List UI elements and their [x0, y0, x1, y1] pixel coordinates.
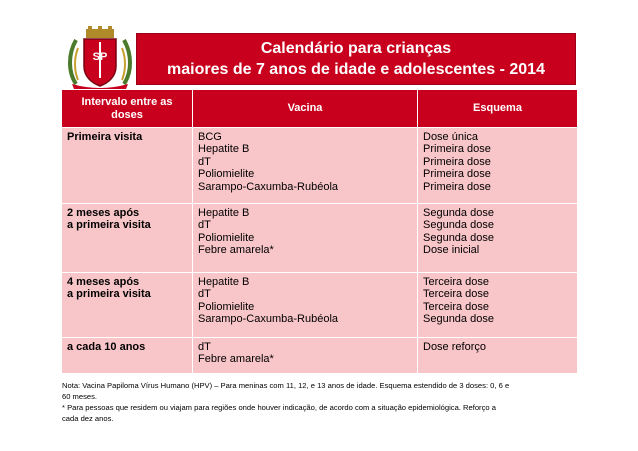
interval-text: a cada 10 anos [67, 341, 146, 353]
vaccine-name: Sarampo-Caxumba-Rubéola [198, 313, 339, 326]
page-title: Calendário para crianças [260, 40, 452, 57]
scheme-text: Primeira dose [423, 168, 491, 181]
vaccine-cell: dT Febre amarela* [192, 337, 418, 374]
table-header-row: Intervalo entre as doses Vacina Esquema [61, 89, 578, 128]
scheme-text: Primeira dose [423, 155, 491, 168]
sao-paulo-coat-of-arms-icon: SP [68, 26, 132, 90]
column-header-vaccine: Vacina [192, 89, 418, 128]
interval-text: a primeira visita [67, 288, 151, 301]
vaccine-name: Febre amarela* [198, 353, 274, 366]
footnote-line: cada dez anos. [62, 414, 114, 423]
vaccine-name: Sarampo-Caxumba-Rubéola [198, 180, 339, 193]
title-banner: Calendário para crianças maiores de 7 an… [136, 33, 576, 85]
vaccine-name: Hepatite B [198, 276, 250, 288]
page-subtitle: maiores de 7 anos de idade e adolescente… [167, 61, 545, 78]
interval-cell: 4 meses após a primeira visita [61, 272, 193, 338]
scheme-text: Segunda dose [423, 207, 494, 219]
table-row: 4 meses após a primeira visita Hepatite … [61, 272, 578, 338]
vaccine-name: Hepatite B [198, 207, 250, 219]
vaccination-schedule-table: Intervalo entre as doses Vacina Esquema … [61, 89, 578, 374]
column-header-scheme: Esquema [417, 89, 578, 128]
vaccine-name: Poliomielite [198, 168, 255, 181]
scheme-text: Dose reforço [423, 341, 486, 353]
vaccine-cell: Hepatite B dT Poliomielite Sarampo-Caxum… [192, 272, 418, 338]
vaccine-name: dT [198, 219, 211, 232]
scheme-text: Segunda dose [423, 231, 494, 244]
interval-cell: 2 meses após a primeira visita [61, 203, 193, 273]
scheme-cell: Dose reforço [417, 337, 578, 374]
vaccine-name: Poliomielite [198, 300, 255, 313]
vaccine-cell: BCG Hepatite B dT Poliomielite Sarampo-C… [192, 127, 418, 204]
vaccine-name: Hepatite B [198, 143, 250, 156]
vaccine-name: BCG [198, 131, 222, 143]
vaccine-name: dT [198, 341, 211, 353]
footnote: Nota: Vacina Papiloma Vírus Humano (HPV)… [62, 380, 580, 424]
vaccine-cell: Hepatite B dT Poliomielite Febre amarela… [192, 203, 418, 273]
interval-text: a primeira visita [67, 219, 151, 232]
scheme-cell: Segunda dose Segunda dose Segunda dose D… [417, 203, 578, 273]
interval-text: 2 meses após [67, 207, 140, 219]
table-row: a cada 10 anos dT Febre amarela* Dose re… [61, 337, 578, 374]
scheme-cell: Dose única Primeira dose Primeira dose P… [417, 127, 578, 204]
scheme-text: Primeira dose [423, 180, 491, 193]
interval-cell: a cada 10 anos [61, 337, 193, 374]
vaccine-name: dT [198, 155, 211, 168]
scheme-text: Terceira dose [423, 300, 490, 313]
table-row: 2 meses após a primeira visita Hepatite … [61, 203, 578, 273]
footnote-line: Nota: Vacina Papiloma Vírus Humano (HPV)… [62, 381, 510, 390]
scheme-text: Segunda dose [423, 313, 494, 326]
vaccine-name: Febre amarela* [198, 244, 274, 257]
column-header-interval: Intervalo entre as doses [61, 89, 193, 128]
scheme-text: Segunda dose [423, 219, 494, 232]
vaccine-name: Poliomielite [198, 231, 255, 244]
interval-text: 4 meses após [67, 276, 140, 288]
scheme-cell: Terceira dose Terceira dose Terceira dos… [417, 272, 578, 338]
footnote-line: 60 meses. [62, 392, 98, 401]
interval-text: Primeira visita [67, 131, 143, 143]
seal-lettering: SP [93, 51, 108, 63]
footnote-line: * Para pessoas que residem ou viajam par… [62, 403, 496, 412]
interval-cell: Primeira visita [61, 127, 193, 204]
table-row: Primeira visita BCG Hepatite B dT Poliom… [61, 127, 578, 204]
scheme-text: Dose única [423, 131, 479, 143]
scheme-text: Terceira dose [423, 288, 490, 301]
scheme-text: Terceira dose [423, 276, 490, 288]
scheme-text: Primeira dose [423, 143, 491, 156]
scheme-text: Dose inicial [423, 244, 480, 257]
vaccine-name: dT [198, 288, 211, 301]
